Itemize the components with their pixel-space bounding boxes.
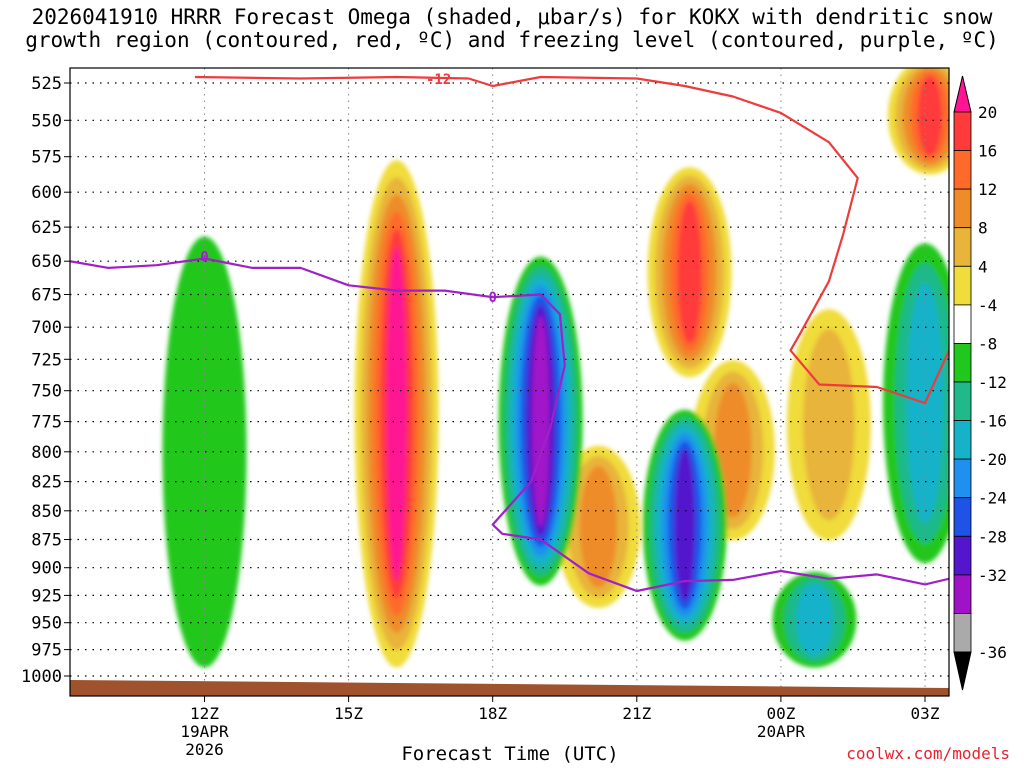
colorbar-label-7: -12 — [978, 373, 1007, 392]
colorbar-label-3: 8 — [978, 219, 988, 238]
ytick-label-550: 550 — [31, 111, 62, 131]
colorbar-label-13: -36 — [978, 643, 1007, 662]
colorbar-label-12: -32 — [978, 566, 1007, 585]
ytick-label-750: 750 — [31, 382, 62, 402]
x-axis-title: Forecast Time (UTC) — [401, 743, 619, 765]
colorbar-swatch-8 — [953, 381, 972, 421]
xtick-label-12-1: 19APR — [180, 722, 229, 741]
xtick-label-18-0: 18Z — [478, 704, 507, 723]
colorbar-swatch-2 — [953, 150, 972, 190]
ytick-label-875: 875 — [31, 531, 62, 551]
colorbar-swatch-12 — [953, 535, 972, 576]
ytick-label-1000: 1000 — [21, 667, 62, 687]
pressure-axis: 525 550 575 600 625 650 675 700 725 750 775 800 825 8… — [21, 74, 70, 687]
omega-level-6-6 — [531, 315, 550, 528]
terrain-ground — [70, 680, 949, 696]
ytick-label-950: 950 — [31, 614, 62, 634]
colorbar-swatch-7 — [953, 342, 972, 383]
colorbar-swatch-10 — [953, 458, 972, 499]
colorbar-label-0: 20 — [978, 103, 997, 122]
omega-feature-down-6 — [498, 256, 583, 586]
xtick-label-15-0: 15Z — [334, 704, 363, 723]
xtick-label-12-0: 12Z — [190, 704, 219, 723]
colorbar-swatch-5 — [953, 265, 972, 306]
omega-level-7-5 — [674, 449, 695, 602]
omega-level-5-1 — [803, 329, 855, 521]
ytick-label-625: 625 — [31, 218, 62, 238]
xtick-label-21-0: 21Z — [622, 704, 651, 723]
colorbar-label-11: -28 — [978, 527, 1007, 546]
colorbar-label-8: -16 — [978, 412, 1007, 431]
ytick-label-850: 850 — [31, 502, 62, 522]
colorbar-swatch-11 — [953, 497, 972, 537]
colorbar-top-cap — [953, 75, 972, 113]
ytick-label-775: 775 — [31, 413, 62, 433]
contour-dgz-minus12 — [194, 75, 949, 405]
contour-label-freezing-2: 0 — [488, 290, 496, 306]
omega-feature-up-5 — [786, 309, 871, 541]
omega-feature-down-8 — [772, 571, 857, 668]
colorbar-label-2: 12 — [978, 180, 997, 199]
ytick-label-725: 725 — [31, 350, 62, 370]
colorbar-label-5: -4 — [978, 296, 997, 315]
omega-blobs — [162, 68, 949, 668]
plot-frame — [69, 67, 950, 697]
colorbar-label-6: -8 — [978, 334, 997, 353]
xtick-label-24-0: 00Z — [766, 704, 795, 723]
ytick-label-825: 825 — [31, 473, 62, 493]
colorbar-label-10: -24 — [978, 489, 1007, 508]
omega-level-3-2 — [579, 466, 618, 588]
chart-title-line-2: growth region (contoured, red, ºC) and f… — [25, 28, 999, 52]
colorbar-label-1: 16 — [978, 142, 997, 161]
colorbar-swatch-14 — [953, 613, 972, 653]
xtick-label-12-2: 2026 — [185, 740, 224, 759]
omega-level-8-2 — [795, 583, 834, 656]
credit-link[interactable]: coolwx.com/models — [846, 744, 1010, 763]
omega-feature-up-1 — [647, 167, 732, 378]
ytick-label-600: 600 — [31, 183, 62, 203]
contour-label-0: -12 — [426, 72, 451, 88]
ytick-label-975: 975 — [31, 641, 62, 661]
colorbar-swatch-4 — [953, 227, 972, 267]
xtick-label-27-0: 03Z — [911, 704, 940, 723]
ytick-label-800: 800 — [31, 443, 62, 463]
ytick-label-650: 650 — [31, 252, 62, 272]
xtick-label-24-1: 20APR — [757, 722, 806, 741]
ytick-label-900: 900 — [31, 559, 62, 579]
ytick-label-675: 675 — [31, 286, 62, 306]
contour-freezing-level — [70, 257, 949, 593]
colorbar-swatch-9 — [953, 420, 972, 460]
ytick-label-525: 525 — [31, 74, 62, 94]
omega-level-1-4 — [677, 200, 702, 344]
contour-label-1: 0 — [200, 250, 208, 266]
colorbar-swatch-6 — [953, 304, 972, 344]
omega-level-0-5 — [386, 246, 407, 582]
colorbar-swatch-1 — [953, 111, 972, 151]
colorbar-label-9: -20 — [978, 450, 1007, 469]
grid-lines — [70, 68, 949, 696]
ytick-label-925: 925 — [31, 586, 62, 606]
ytick-label-575: 575 — [31, 148, 62, 168]
colorbar-swatch-13 — [953, 574, 972, 614]
chart-title: 2026041910 HRRR Forecast Omega (shaded, … — [0, 6, 1024, 52]
colorbar-swatch-3 — [953, 188, 972, 229]
omega-shading — [162, 68, 949, 668]
omega-feature-up-4 — [887, 68, 949, 175]
omega-feature-up-2 — [690, 360, 775, 541]
omega-level-4-4 — [917, 76, 942, 156]
omega-feature-up-0 — [354, 160, 439, 668]
chart-title-line-1: 2026041910 HRRR Forecast Omega (shaded, … — [31, 5, 993, 29]
ytick-label-700: 700 — [31, 318, 62, 338]
colorbar-bottom-cap — [953, 651, 972, 691]
omega-feature-down-7 — [642, 409, 727, 641]
colorbar-label-4: 4 — [978, 257, 988, 276]
contour-lines: -12 0 0 — [70, 72, 949, 593]
colorbar: 20 16 12 8 4 -4 -8 -12 -16 -20 -24 -28 -32 -36 — [953, 75, 1007, 691]
